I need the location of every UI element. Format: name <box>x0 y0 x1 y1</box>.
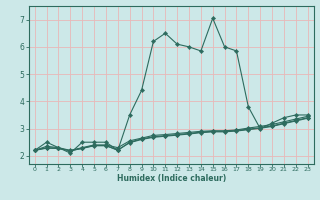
X-axis label: Humidex (Indice chaleur): Humidex (Indice chaleur) <box>116 174 226 183</box>
